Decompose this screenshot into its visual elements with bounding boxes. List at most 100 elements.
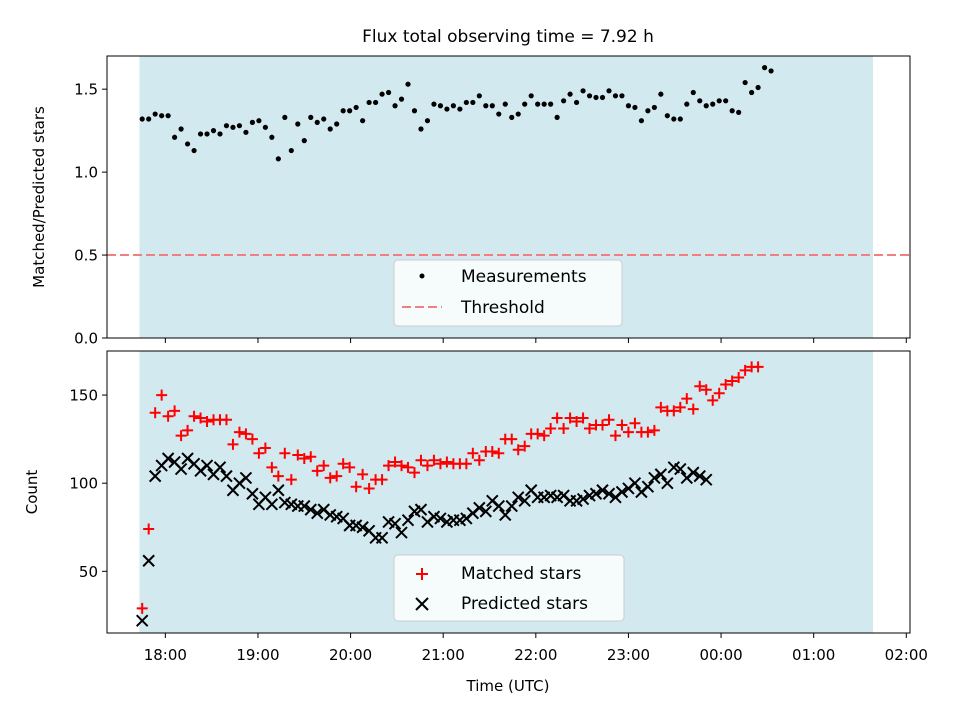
matched-star-point (434, 458, 446, 470)
matched-star-point (337, 458, 349, 470)
top-x-ticks (164, 338, 907, 343)
measurement-point (424, 118, 431, 124)
matched-star-point (272, 470, 284, 482)
count-points (135, 361, 764, 627)
matched-star-point (616, 419, 628, 431)
measurement-point (366, 99, 372, 106)
measurement-point (567, 91, 573, 97)
matched-star-point (707, 394, 719, 406)
predicted-star-point (641, 480, 655, 493)
predicted-star-point (473, 501, 486, 515)
measurement-point (398, 96, 405, 102)
predicted-star-point (674, 462, 687, 476)
matched-star-point (253, 447, 265, 459)
measurement-point (340, 108, 346, 114)
matched-star-point (233, 426, 245, 438)
matched-star-point (402, 461, 414, 473)
matched-star-point (681, 393, 693, 405)
measurement-point (178, 126, 184, 132)
matched-star-point (136, 602, 148, 614)
matched-star-point (376, 474, 388, 486)
matched-star-point (311, 465, 323, 477)
legend-measurements-marker (419, 273, 425, 279)
predicted-star-point (142, 554, 155, 567)
predicted-star-point (148, 469, 162, 483)
predicted-star-point (479, 505, 493, 518)
y-tick-label: 100 (69, 475, 98, 493)
matched-star-point (597, 419, 609, 431)
matched-star-point (363, 482, 375, 494)
x-tick-label: 19:00 (236, 646, 279, 664)
measurement-point (489, 103, 495, 109)
measurement-point (146, 116, 152, 122)
bottom-y-label: Count (23, 470, 41, 515)
measurement-point (431, 101, 437, 107)
y-tick-label: 0.5 (74, 247, 98, 265)
measurement-point (444, 106, 450, 112)
matched-star-point (629, 417, 641, 429)
top-panel: 0.0 0.5 1.0 1.5 Matched/Predicted stars Mea… (30, 55, 911, 348)
predicted-star-point (648, 471, 661, 485)
measurement-point (236, 123, 243, 129)
measurement-point (321, 116, 327, 122)
measurement-point (152, 111, 158, 117)
measurement-point (411, 108, 418, 114)
matched-star-point (421, 460, 433, 472)
x-tick-label: 02:00 (885, 646, 928, 664)
measurement-point (761, 65, 768, 71)
measurement-point (295, 121, 301, 127)
matched-star-point (331, 470, 343, 482)
measurement-point (210, 128, 217, 134)
measurement-point (256, 118, 262, 124)
predicted-star-point (628, 476, 642, 490)
measurement-point (204, 131, 210, 137)
measurement-point (593, 94, 599, 101)
y-tick-label: 150 (69, 387, 98, 405)
measurement-point (159, 113, 165, 119)
bottom-x-ticks: 18:00 19:00 20:00 21:00 22:00 23:00 00:00 01:00… (144, 633, 928, 664)
x-tick-label: 01:00 (792, 646, 835, 664)
matched-star-point (622, 426, 634, 438)
measurement-point (476, 93, 482, 99)
measurement-point (353, 104, 359, 111)
predicted-star-point (596, 484, 609, 497)
legend-predicted-label: Predicted stars (461, 594, 588, 614)
measurement-point (502, 101, 508, 107)
predicted-star-point (700, 473, 713, 486)
matched-star-point (577, 412, 589, 424)
matched-star-point (739, 364, 751, 376)
measurement-point (749, 89, 755, 96)
predicted-star-point (200, 459, 214, 472)
measurement-point (515, 111, 521, 117)
matched-star-point (259, 442, 271, 454)
bottom-y-ticks: 50 100 150 (69, 387, 107, 581)
matched-star-point (188, 410, 200, 422)
measurement-point (625, 103, 632, 109)
x-axis-label: Time (UTC) (466, 677, 550, 695)
measurement-point (385, 89, 392, 96)
matched-star-point (655, 401, 667, 413)
measurement-point (561, 98, 567, 104)
measurement-point (496, 111, 502, 117)
matched-star-point (733, 371, 745, 383)
bottom-legend: Matched stars Predicted stars (393, 554, 625, 622)
matched-star-point (201, 416, 213, 427)
measurement-point (437, 103, 444, 109)
measurement-point (619, 93, 625, 99)
y-tick-label: 1.0 (74, 164, 98, 182)
predicted-star-point (492, 499, 505, 513)
predicted-star-point (434, 512, 447, 525)
matched-star-point (175, 430, 187, 442)
matched-star-point (389, 456, 401, 468)
matched-star-point (415, 454, 427, 466)
measurement-point (470, 99, 476, 106)
matched-star-point (713, 387, 725, 399)
matched-star-point (408, 467, 420, 479)
measurement-point (671, 116, 677, 122)
measurement-point (249, 119, 256, 125)
x-tick-label: 20:00 (329, 646, 372, 664)
measurement-point (191, 147, 197, 154)
matched-star-point (545, 423, 557, 435)
predicted-star-point (401, 513, 415, 527)
